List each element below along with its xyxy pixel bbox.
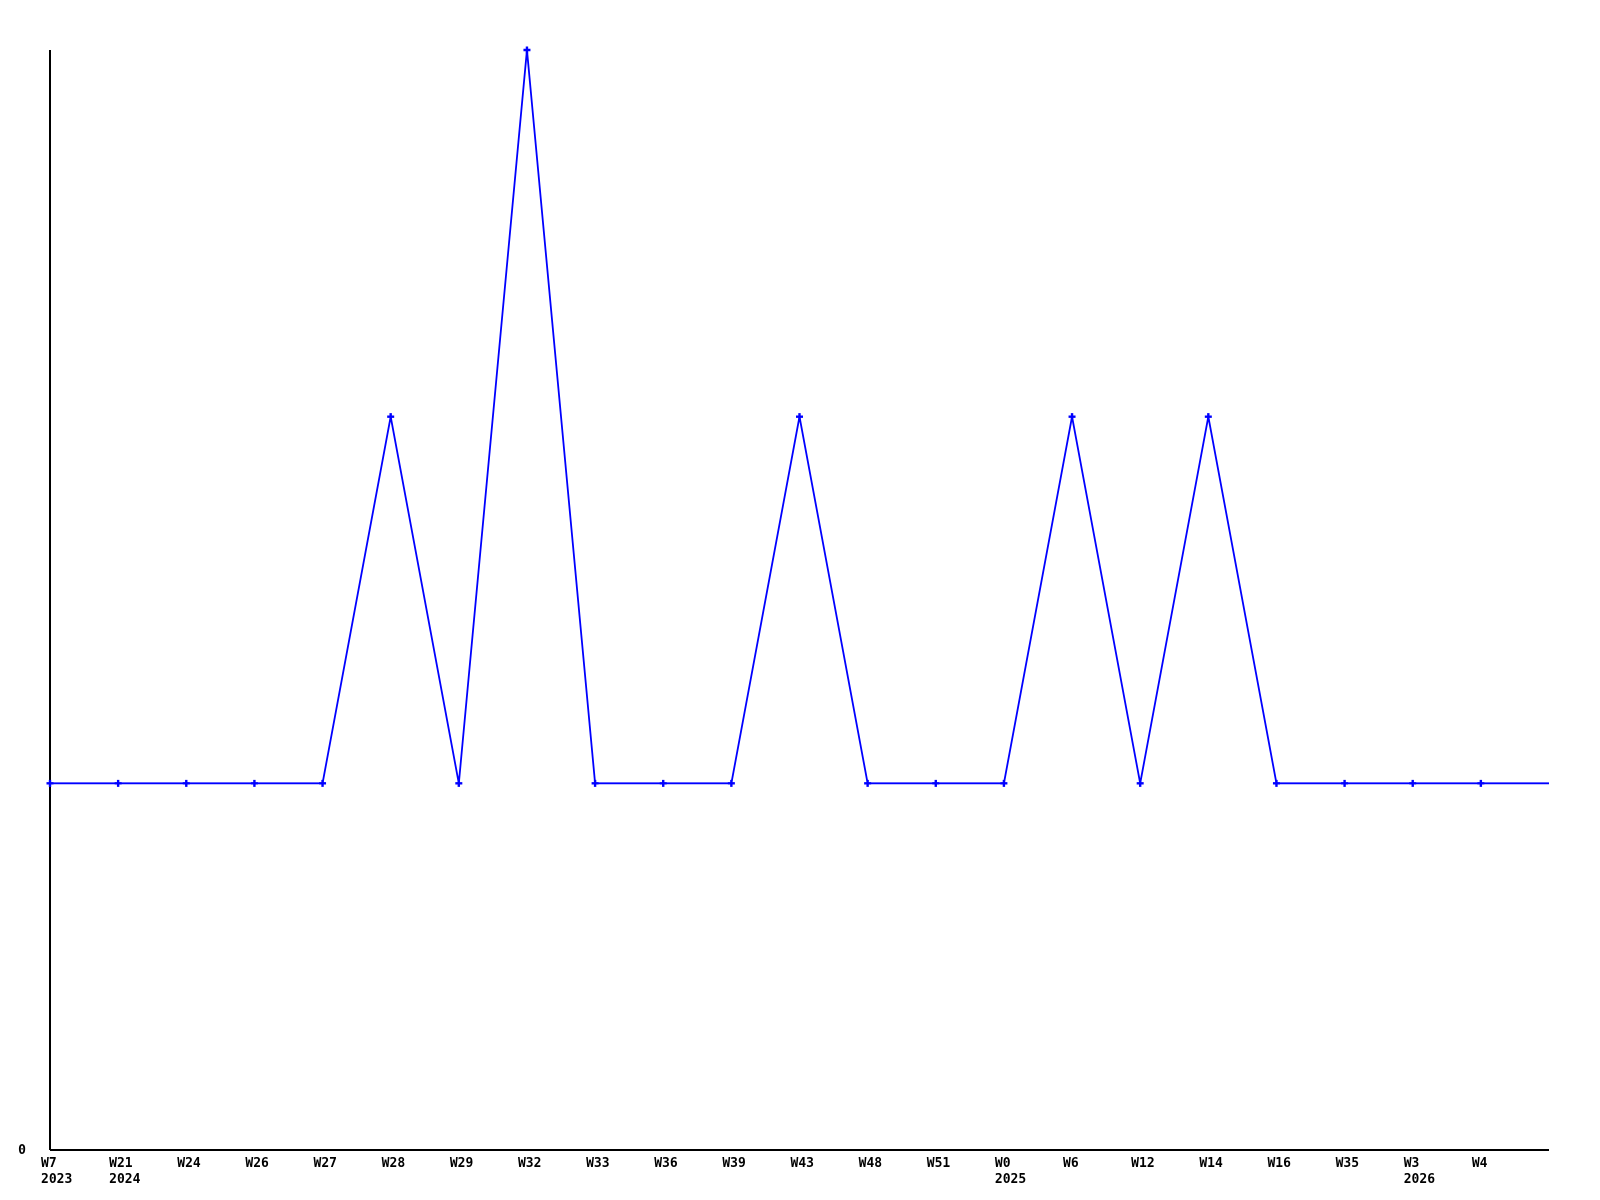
- x-tick-week-label: W6: [1063, 1156, 1079, 1171]
- x-tick-week-label: W39: [722, 1156, 745, 1171]
- x-tick-week-label: W16: [1267, 1156, 1291, 1171]
- x-tick-week-label: W24: [177, 1156, 201, 1171]
- x-tick-week-label: W28: [382, 1156, 406, 1171]
- data-point-marker: [864, 779, 872, 787]
- data-point-marker: [387, 413, 395, 421]
- data-point-marker: [659, 779, 667, 787]
- data-point-marker: [1272, 779, 1280, 787]
- data-point-marker: [455, 779, 463, 787]
- data-point-marker: [591, 779, 599, 787]
- x-tick-year-label: 2024: [109, 1172, 140, 1187]
- x-tick-week-label: W3: [1404, 1156, 1420, 1171]
- x-tick-week-label: W32: [518, 1156, 541, 1171]
- x-tick-week-label: W29: [450, 1156, 473, 1171]
- x-tick-week-label: W12: [1131, 1156, 1154, 1171]
- x-tick-week-label: W14: [1199, 1156, 1223, 1171]
- data-point-marker: [796, 413, 803, 421]
- x-tick-week-label: W0: [995, 1156, 1011, 1171]
- x-tick-week-label: W33: [586, 1156, 609, 1171]
- data-point-marker: [250, 779, 258, 787]
- x-tick-year-label: 2025: [995, 1172, 1026, 1187]
- data-point-marker: [46, 779, 54, 787]
- y-axis-zero-label: 0: [18, 1143, 26, 1158]
- data-point-marker: [1000, 779, 1008, 787]
- data-point-marker: [1341, 779, 1349, 787]
- data-point-marker: [523, 46, 531, 54]
- x-tick-year-label: 2023: [41, 1172, 72, 1187]
- data-point-marker: [1068, 413, 1076, 421]
- x-tick-week-label: W21: [109, 1156, 133, 1171]
- data-point-marker: [1204, 413, 1212, 421]
- data-point-marker: [1136, 779, 1144, 787]
- data-point-marker: [114, 779, 122, 787]
- data-point-marker: [932, 779, 940, 787]
- x-tick-week-label: W27: [314, 1156, 337, 1171]
- data-point-marker: [182, 779, 190, 787]
- data-point-marker: [1477, 779, 1485, 787]
- data-point-marker: [1409, 779, 1417, 787]
- data-point-marker: [727, 779, 735, 787]
- x-tick-week-label: W48: [859, 1156, 883, 1171]
- x-tick-week-label: W7: [41, 1156, 57, 1171]
- x-tick-year-label: 2026: [1404, 1172, 1435, 1187]
- x-tick-week-label: W43: [791, 1156, 814, 1171]
- x-tick-week-label: W36: [654, 1156, 678, 1171]
- data-point-marker: [319, 779, 327, 787]
- x-tick-week-label: W51: [927, 1156, 951, 1171]
- x-tick-week-label: W35: [1336, 1156, 1359, 1171]
- x-tick-week-label: W4: [1472, 1156, 1488, 1171]
- x-tick-week-label: W26: [245, 1156, 269, 1171]
